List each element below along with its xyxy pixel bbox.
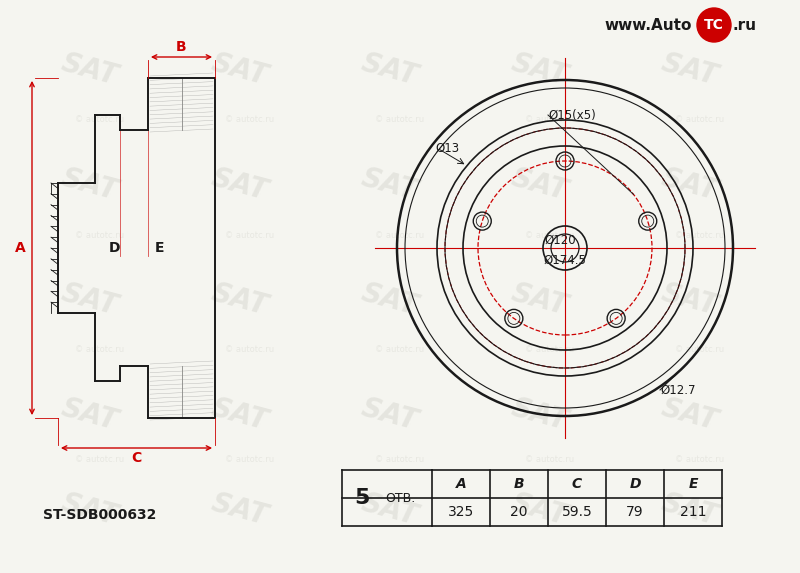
Text: Ø13: Ø13 bbox=[435, 142, 459, 155]
Text: SAT: SAT bbox=[358, 489, 422, 531]
Text: © autotc.ru: © autotc.ru bbox=[375, 456, 425, 465]
Text: © autotc.ru: © autotc.ru bbox=[526, 456, 574, 465]
Text: SAT: SAT bbox=[58, 164, 122, 206]
Text: © autotc.ru: © autotc.ru bbox=[375, 346, 425, 355]
Text: © autotc.ru: © autotc.ru bbox=[375, 230, 425, 240]
Text: SAT: SAT bbox=[358, 394, 422, 436]
Text: www.Auto: www.Auto bbox=[605, 18, 692, 33]
Text: Ø15(x5): Ø15(x5) bbox=[548, 108, 596, 121]
Text: SAT: SAT bbox=[209, 49, 271, 91]
Text: A: A bbox=[456, 477, 466, 491]
Text: ОТВ.: ОТВ. bbox=[385, 492, 415, 504]
Text: C: C bbox=[131, 451, 142, 465]
Text: ST-SDB000632: ST-SDB000632 bbox=[43, 508, 157, 522]
Text: © autotc.ru: © autotc.ru bbox=[675, 346, 725, 355]
Text: © autotc.ru: © autotc.ru bbox=[226, 456, 274, 465]
Text: SAT: SAT bbox=[358, 49, 422, 91]
Text: A: A bbox=[14, 241, 26, 255]
Text: © autotc.ru: © autotc.ru bbox=[675, 456, 725, 465]
Text: Ø12.7: Ø12.7 bbox=[660, 383, 695, 397]
Text: SAT: SAT bbox=[58, 394, 122, 436]
Text: © autotc.ru: © autotc.ru bbox=[526, 230, 574, 240]
Text: SAT: SAT bbox=[209, 394, 271, 436]
Text: © autotc.ru: © autotc.ru bbox=[75, 346, 125, 355]
Text: © autotc.ru: © autotc.ru bbox=[75, 230, 125, 240]
Text: SAT: SAT bbox=[358, 164, 422, 206]
Text: Ø174.5: Ø174.5 bbox=[543, 253, 586, 266]
Text: SAT: SAT bbox=[509, 279, 571, 321]
Text: SAT: SAT bbox=[358, 279, 422, 321]
Text: 325: 325 bbox=[448, 505, 474, 519]
Text: SAT: SAT bbox=[509, 164, 571, 206]
Text: E: E bbox=[688, 477, 698, 491]
Text: © autotc.ru: © autotc.ru bbox=[226, 346, 274, 355]
Text: Ø120: Ø120 bbox=[544, 234, 576, 246]
Text: SAT: SAT bbox=[509, 489, 571, 531]
Text: © autotc.ru: © autotc.ru bbox=[226, 230, 274, 240]
Text: B: B bbox=[514, 477, 524, 491]
Text: SAT: SAT bbox=[509, 49, 571, 91]
Text: SAT: SAT bbox=[658, 164, 722, 206]
Text: SAT: SAT bbox=[58, 279, 122, 321]
Text: © autotc.ru: © autotc.ru bbox=[526, 346, 574, 355]
Text: E: E bbox=[155, 241, 165, 255]
Text: 211: 211 bbox=[680, 505, 706, 519]
Text: .ru: .ru bbox=[732, 18, 756, 33]
Text: © autotc.ru: © autotc.ru bbox=[226, 116, 274, 124]
Text: C: C bbox=[572, 477, 582, 491]
Text: © autotc.ru: © autotc.ru bbox=[375, 116, 425, 124]
Text: 79: 79 bbox=[626, 505, 644, 519]
Text: 5: 5 bbox=[354, 488, 370, 508]
Text: © autotc.ru: © autotc.ru bbox=[675, 116, 725, 124]
Text: SAT: SAT bbox=[658, 394, 722, 436]
Text: SAT: SAT bbox=[209, 279, 271, 321]
Text: D: D bbox=[110, 241, 121, 255]
Text: D: D bbox=[630, 477, 641, 491]
Text: SAT: SAT bbox=[58, 489, 122, 531]
Text: SAT: SAT bbox=[658, 489, 722, 531]
Text: B: B bbox=[176, 40, 187, 54]
Text: SAT: SAT bbox=[209, 489, 271, 531]
Text: © autotc.ru: © autotc.ru bbox=[75, 456, 125, 465]
Circle shape bbox=[697, 8, 731, 42]
Text: © autotc.ru: © autotc.ru bbox=[526, 116, 574, 124]
Text: SAT: SAT bbox=[209, 164, 271, 206]
Text: SAT: SAT bbox=[58, 49, 122, 91]
Text: 20: 20 bbox=[510, 505, 528, 519]
Text: © autotc.ru: © autotc.ru bbox=[75, 116, 125, 124]
Text: SAT: SAT bbox=[509, 394, 571, 436]
Text: © autotc.ru: © autotc.ru bbox=[675, 230, 725, 240]
Text: 59.5: 59.5 bbox=[562, 505, 592, 519]
Text: TC: TC bbox=[704, 18, 724, 32]
Text: SAT: SAT bbox=[658, 279, 722, 321]
Text: SAT: SAT bbox=[658, 49, 722, 91]
